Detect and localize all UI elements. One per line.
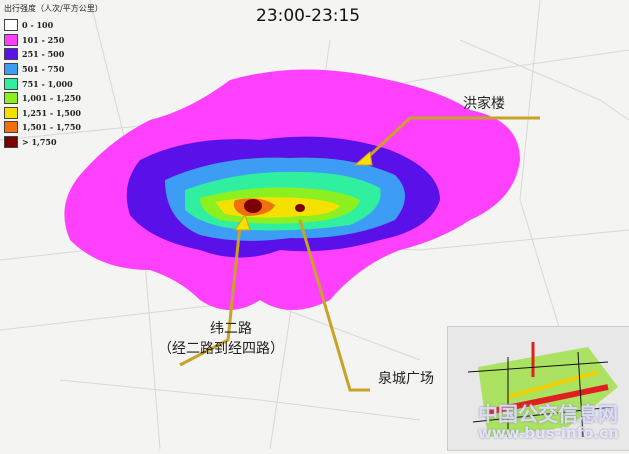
legend-item: 751 - 1,000 (4, 76, 103, 91)
legend-item: 1,001 - 1,250 (4, 91, 103, 106)
label-weierlu: 纬二路 (210, 321, 252, 337)
legend-swatch (4, 33, 18, 46)
time-title: 23:00-23:15 (256, 6, 361, 26)
legend-item: 1,501 - 1,750 (4, 120, 103, 135)
density-regions (64, 69, 520, 310)
legend-swatch (4, 63, 18, 76)
legend-swatch (4, 121, 18, 134)
legend-label: 751 - 1,000 (22, 78, 73, 89)
callout-lines (179, 116, 540, 392)
legend-label: 251 - 500 (22, 49, 65, 60)
legend-item: 101 - 250 (4, 33, 103, 48)
legend-item: 0 - 100 (4, 18, 103, 33)
legend-label: 1,001 - 1,250 (22, 93, 81, 104)
legend-swatch (4, 48, 18, 61)
legend-swatch (4, 77, 18, 90)
inset-map (447, 326, 629, 451)
inset-route-map (467, 342, 618, 438)
legend-swatch (4, 136, 18, 149)
legend-item: 501 - 750 (4, 62, 103, 77)
legend-label: 101 - 250 (22, 34, 65, 45)
legend-item: > 1,750 (4, 135, 103, 150)
legend-label: 501 - 750 (22, 64, 65, 75)
map-legend: 出行强度（人次/平方公里） 0 - 100 101 - 250 251 - 500 5… (4, 3, 103, 149)
label-weierlu-range: （经二路到经四路） (158, 341, 284, 357)
label-hongjialou: 洪家楼 (463, 96, 505, 112)
watermark-name: 中国公交信息网 (478, 402, 618, 426)
watermark-url: www.bus-info.cn (478, 424, 619, 442)
legend-item: 1,251 - 1,500 (4, 106, 103, 121)
legend-label: 0 - 100 (22, 20, 54, 31)
legend-label: > 1,750 (22, 137, 57, 148)
label-quancheng-square: 泉城广场 (378, 371, 434, 387)
legend-swatch (4, 92, 18, 105)
legend-swatch (4, 19, 18, 32)
legend-label: 1,501 - 1,750 (22, 122, 81, 133)
legend-label: 1,251 - 1,500 (22, 107, 81, 118)
legend-swatch (4, 106, 18, 119)
legend-item: 251 - 500 (4, 47, 103, 62)
legend-title: 出行强度（人次/平方公里） (4, 4, 103, 13)
